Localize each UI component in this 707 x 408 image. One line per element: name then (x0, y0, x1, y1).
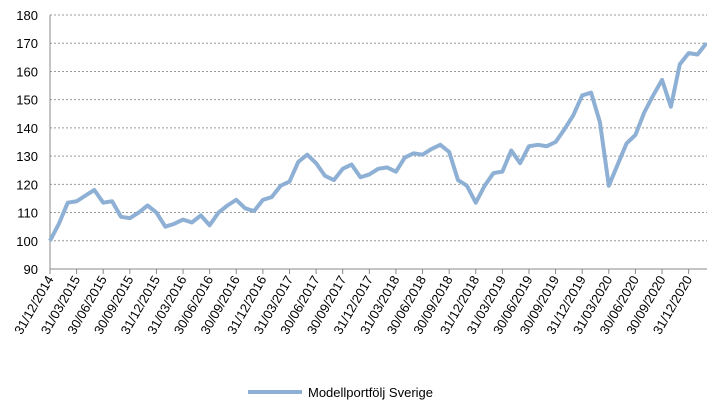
y-tick-label: 180 (16, 8, 38, 23)
y-tick-label: 150 (16, 93, 38, 108)
y-tick-label: 100 (16, 234, 38, 249)
y-tick-label: 90 (24, 262, 38, 277)
y-tick-label: 160 (16, 64, 38, 79)
y-tick-label: 130 (16, 149, 38, 164)
legend-label: Modellportfölj Sverige (308, 385, 433, 400)
y-tick-label: 110 (17, 206, 38, 221)
line-series (48, 41, 707, 242)
y-tick-label: 140 (16, 121, 38, 136)
y-tick-label: 120 (16, 177, 38, 192)
y-tick-label: 170 (16, 36, 38, 51)
